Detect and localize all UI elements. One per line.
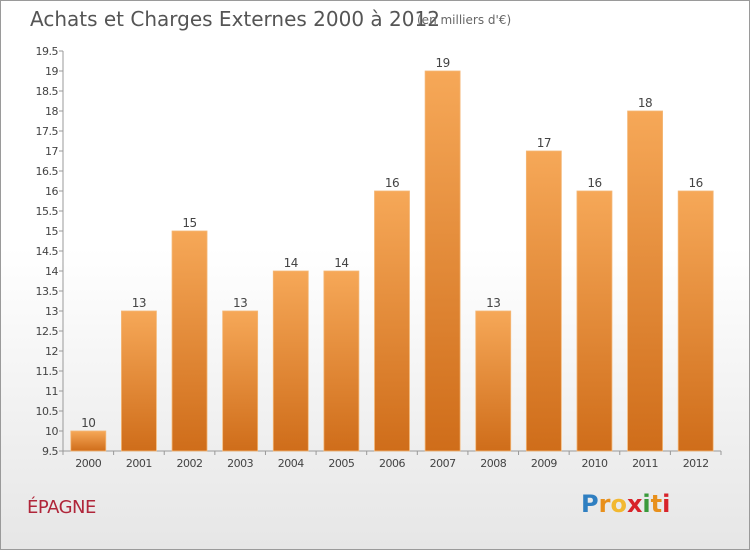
logo-letter: i <box>642 490 651 518</box>
y-tick-label: 13 <box>45 305 58 318</box>
chart-title: Achats et Charges Externes 2000 à 2012 <box>30 7 440 31</box>
logo-letter: t <box>650 490 663 518</box>
bar <box>70 430 107 452</box>
x-tick-label: 2010 <box>581 457 607 470</box>
y-tick-label: 12.5 <box>36 325 59 338</box>
x-tick-label: 2001 <box>126 457 152 470</box>
proxiti-logo[interactable]: Proxiti <box>581 490 670 518</box>
bar <box>525 150 562 452</box>
data-label: 16 <box>689 176 703 190</box>
data-label: 13 <box>233 296 247 310</box>
data-label: 16 <box>587 176 601 190</box>
data-label: 13 <box>486 296 500 310</box>
data-label: 17 <box>537 136 551 150</box>
y-tick-label: 11 <box>45 385 58 398</box>
y-tick-label: 10 <box>45 425 58 438</box>
bar <box>627 110 663 452</box>
logo-letter: i <box>662 490 671 518</box>
y-tick-label: 14 <box>45 265 58 278</box>
bar <box>424 70 461 452</box>
x-tick-label: 2000 <box>75 457 101 470</box>
data-label: 15 <box>182 216 196 230</box>
y-tick-label: 14.5 <box>36 245 59 258</box>
logo-letter: o <box>610 490 627 518</box>
logo-letter: P <box>581 490 599 518</box>
bar <box>222 310 259 452</box>
data-label: 16 <box>385 176 399 190</box>
x-tick-label: 2004 <box>278 457 304 470</box>
y-tick-label: 11.5 <box>36 365 59 378</box>
y-tick-label: 9.5 <box>42 445 58 458</box>
x-tick-label: 2007 <box>430 457 456 470</box>
bar <box>374 190 410 452</box>
data-label: 14 <box>284 256 298 270</box>
y-tick-label: 19.5 <box>36 45 59 58</box>
x-tick-label: 2011 <box>632 457 658 470</box>
y-tick-label: 13.5 <box>36 285 59 298</box>
bar <box>171 230 208 452</box>
data-label: 18 <box>638 96 652 110</box>
data-label: 19 <box>435 56 449 70</box>
bar <box>677 190 714 452</box>
x-tick-label: 2002 <box>177 457 203 470</box>
y-tick-label: 18 <box>45 105 58 118</box>
y-tick-label: 18.5 <box>36 85 59 98</box>
x-tick-label: 2003 <box>227 457 253 470</box>
y-tick-label: 16 <box>45 185 58 198</box>
x-tick-label: 2005 <box>328 457 354 470</box>
y-tick-label: 12 <box>45 345 58 358</box>
y-tick-label: 16.5 <box>36 165 59 178</box>
bar <box>272 270 309 452</box>
y-tick-label: 17.5 <box>36 125 59 138</box>
data-label: 10 <box>81 416 95 430</box>
chart-subtitle: (en milliers d'€) <box>417 13 512 27</box>
data-label: 13 <box>132 296 146 310</box>
bar <box>323 270 360 452</box>
x-tick-label: 2009 <box>531 457 557 470</box>
y-tick-label: 15 <box>45 225 58 238</box>
x-tick-label: 2008 <box>480 457 506 470</box>
y-tick-label: 19 <box>45 65 58 78</box>
y-tick-label: 15.5 <box>36 205 59 218</box>
logo-letter: x <box>626 490 643 518</box>
y-tick-label: 10.5 <box>36 405 59 418</box>
data-label: 14 <box>334 256 348 270</box>
x-tick-label: 2006 <box>379 457 405 470</box>
bar <box>475 310 512 452</box>
commune-name: ÉPAGNE <box>27 497 96 518</box>
logo-letter: r <box>598 490 611 518</box>
bar <box>121 310 157 452</box>
y-tick-label: 17 <box>45 145 58 158</box>
x-tick-label: 2012 <box>683 457 709 470</box>
bar <box>576 190 613 452</box>
